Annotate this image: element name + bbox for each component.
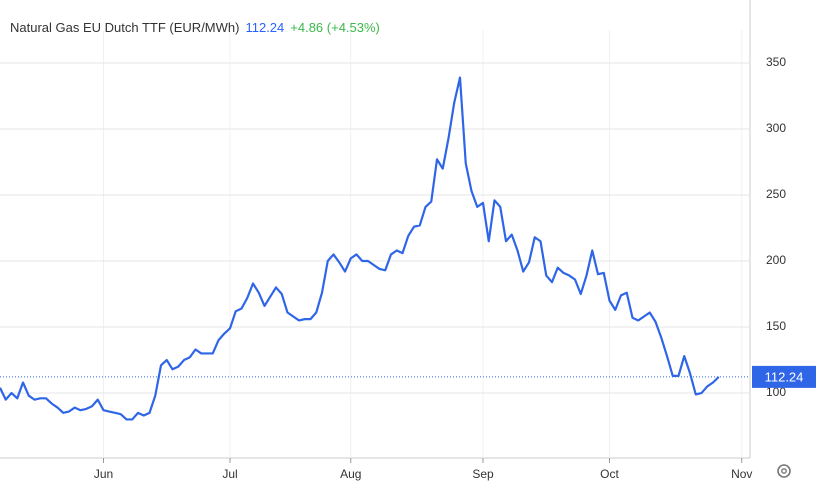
header: Natural Gas EU Dutch TTF (EUR/MWh) 112.24…: [10, 20, 386, 35]
last-value-label: 112.24: [765, 369, 804, 384]
settings-icon[interactable]: [777, 464, 791, 478]
last-price: 112.24: [245, 20, 285, 35]
y-tick-label: 150: [766, 319, 786, 333]
y-tick-label: 100: [766, 385, 786, 399]
instrument-title: Natural Gas EU Dutch TTF (EUR/MWh): [10, 20, 240, 35]
x-tick-label: Jun: [94, 467, 113, 481]
y-tick-label: 250: [766, 187, 786, 201]
x-tick-label: Sep: [472, 467, 494, 481]
y-tick-label: 200: [766, 253, 786, 267]
gear-inner: [781, 468, 787, 474]
price-change: +4.86 (+4.53%): [290, 20, 380, 35]
y-tick-label: 350: [766, 55, 786, 69]
x-tick-label: Oct: [600, 467, 619, 481]
x-tick-label: Jul: [222, 467, 237, 481]
price-line: [0, 76, 720, 421]
x-tick-label: Nov: [731, 467, 752, 481]
y-tick-label: 300: [766, 121, 786, 135]
x-tick-label: Aug: [340, 467, 361, 481]
gear-outer: [777, 464, 791, 478]
last-value-tag: [752, 365, 816, 388]
